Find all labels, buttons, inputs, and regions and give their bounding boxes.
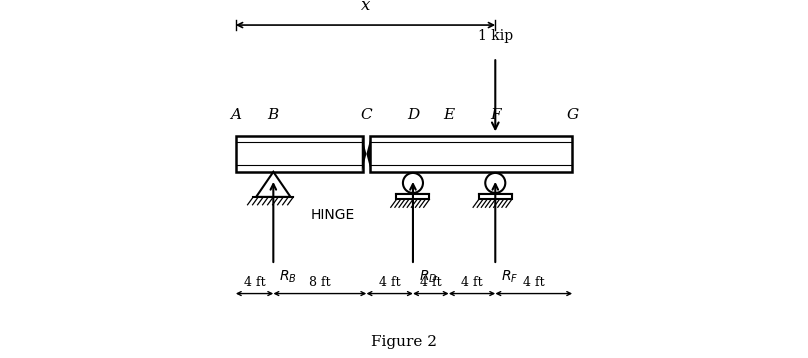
Text: x: x: [361, 0, 370, 14]
Text: 4 ft: 4 ft: [523, 276, 545, 289]
Polygon shape: [366, 136, 371, 172]
Text: 8 ft: 8 ft: [309, 276, 330, 289]
Text: 4 ft: 4 ft: [461, 276, 483, 289]
Text: 4 ft: 4 ft: [420, 276, 442, 289]
Text: $R_D$: $R_D$: [419, 268, 437, 285]
Circle shape: [486, 173, 505, 193]
Polygon shape: [256, 172, 291, 197]
Bar: [236, 136, 363, 172]
Bar: [479, 194, 511, 199]
Bar: [370, 136, 572, 172]
Text: 4 ft: 4 ft: [244, 276, 265, 289]
Text: D: D: [406, 108, 419, 122]
Text: A: A: [230, 108, 242, 122]
Text: 1 kip: 1 kip: [478, 29, 513, 43]
Circle shape: [403, 173, 423, 193]
Text: $R_F$: $R_F$: [501, 268, 519, 285]
Bar: [397, 194, 429, 199]
Text: E: E: [443, 108, 454, 122]
Text: HINGE: HINGE: [310, 208, 355, 222]
Text: $R_B$: $R_B$: [279, 268, 297, 285]
Text: Figure 2: Figure 2: [371, 335, 437, 349]
Polygon shape: [362, 136, 366, 172]
Text: B: B: [267, 108, 279, 122]
Text: C: C: [360, 108, 372, 122]
Text: G: G: [566, 108, 579, 122]
Text: 4 ft: 4 ft: [379, 276, 401, 289]
Text: F: F: [490, 108, 501, 122]
